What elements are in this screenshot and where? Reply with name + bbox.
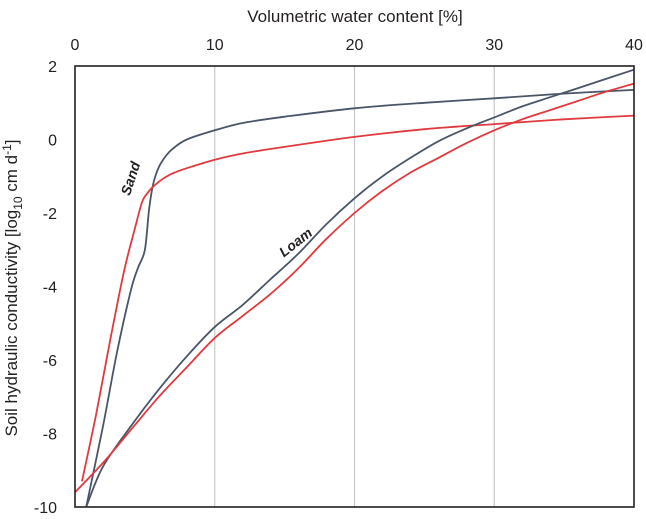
y-tick-label: 2 (48, 59, 57, 76)
series-line-3 (85, 68, 635, 508)
x-axis-title: Volumetric water content [%] (247, 7, 462, 26)
x-tick-label: 10 (206, 37, 224, 54)
y-axis-title-suffix: ] (2, 139, 21, 144)
series-line-2 (81, 114, 635, 482)
y-tick-label: 0 (48, 133, 57, 150)
y-tick-label: -4 (43, 280, 57, 297)
plot-frame (74, 65, 635, 508)
y-tick-label: -2 (43, 206, 57, 223)
series-line-4 (74, 82, 635, 493)
series-lines (74, 68, 635, 508)
y-axis-title-prefix: Soil hydraulic conductivity [log (2, 210, 21, 437)
y-axis-title: Soil hydraulic conductivity [log10 cm d-… (0, 139, 25, 436)
x-tick-label: 30 (485, 37, 503, 54)
x-tick-label: 40 (625, 37, 643, 54)
curve-label-sand: Sand (117, 159, 143, 197)
x-tick-labels: 0 10 20 30 40 (71, 37, 643, 54)
series-line-1 (85, 89, 635, 508)
x-gridlines (214, 66, 495, 507)
y-axis-title-middle: cm d (2, 155, 21, 197)
y-tick-label: -10 (34, 500, 57, 517)
x-tick-label: 20 (346, 37, 364, 54)
y-axis-title-sub: 10 (11, 196, 25, 210)
y-tick-label: -6 (43, 353, 57, 370)
x-tick-label: 0 (71, 37, 80, 54)
y-tick-label: -8 (43, 427, 57, 444)
y-tick-labels: 2 0 -2 -4 -6 -8 -10 (34, 59, 57, 517)
y-axis-title-sup: -1 (0, 144, 14, 155)
